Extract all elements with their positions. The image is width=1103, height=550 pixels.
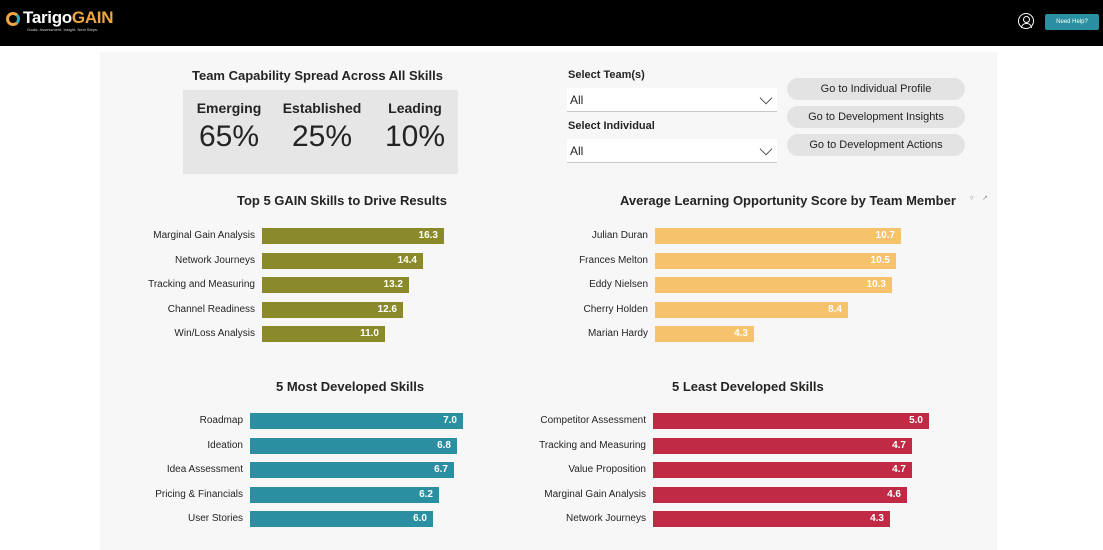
filter-icon[interactable]: ▿ — [970, 195, 974, 202]
capability-title: Team Capability Spread Across All Skills — [192, 68, 443, 83]
bar-label: Ideation — [207, 439, 243, 451]
team-select-value: All — [570, 93, 584, 107]
top-skills-bar[interactable] — [262, 326, 385, 342]
development-actions-button[interactable]: Go to Development Actions — [787, 134, 965, 156]
bar-value-label: 10.3 — [866, 279, 886, 290]
individual-profile-button[interactable]: Go to Individual Profile — [787, 78, 965, 100]
chart-title-most-developed: 5 Most Developed Skills — [276, 379, 425, 394]
least-developed-bar[interactable] — [653, 462, 912, 478]
top-skills-bar[interactable] — [262, 301, 403, 318]
bar-value-label: 6.8 — [437, 439, 451, 451]
bar-value-label: 12.6 — [377, 303, 397, 315]
bar-label: Network Journeys — [174, 254, 255, 266]
bar-label: Marginal Gain Analysis — [544, 488, 646, 500]
logo-tagline: Goals. Assessment. Insight. Next Steps. — [27, 27, 99, 32]
most-developed-bar[interactable] — [250, 511, 433, 527]
bar-value-label: 4.3 — [734, 328, 748, 339]
most-developed-bar[interactable] — [250, 486, 439, 503]
bar-label: Julian Duran — [591, 230, 648, 241]
capability-emerging: Emerging 65% — [196, 100, 262, 153]
bar-value-label: 5.0 — [909, 415, 923, 426]
logo-text: TarigoGAIN — [23, 8, 114, 27]
least-developed-bar[interactable] — [653, 511, 890, 527]
most-developed-bar[interactable] — [250, 462, 454, 478]
most-developed-bar[interactable] — [250, 413, 463, 429]
bar-label: Channel Readiness — [167, 303, 255, 315]
bar-value-label: 4.3 — [870, 513, 884, 524]
focus-mode-icon[interactable]: ↗ — [982, 195, 988, 202]
learning-opportunity-bar[interactable] — [655, 277, 892, 293]
learning-opportunity-bar[interactable] — [655, 301, 848, 318]
chart-title-least-developed: 5 Least Developed Skills — [672, 379, 824, 394]
bar-value-label: 4.6 — [887, 488, 901, 500]
bar-value-label: 7.0 — [443, 415, 457, 426]
tarigo-logo[interactable]: TarigoGAIN — [6, 8, 114, 27]
bar-label: Competitor Assessment — [540, 415, 646, 426]
bar-label: Value Proposition — [568, 464, 646, 475]
team-select-label: Select Team(s) — [568, 69, 645, 81]
development-insights-button[interactable]: Go to Development Insights — [787, 106, 965, 128]
bar-value-label: 8.4 — [828, 303, 842, 315]
bar-label: Tracking and Measuring — [148, 279, 255, 290]
learning-opportunity-bar[interactable] — [655, 252, 896, 269]
individual-select-label: Select Individual — [568, 120, 655, 132]
bar-value-label: 10.5 — [870, 254, 890, 266]
bar-value-label: 14.4 — [397, 254, 417, 266]
most-developed-bar[interactable] — [250, 437, 457, 454]
bar-label: Eddy Nielsen — [589, 279, 648, 290]
bar-value-label: 13.2 — [383, 279, 403, 290]
team-select[interactable]: All — [567, 88, 777, 112]
top-skills-bar[interactable] — [262, 277, 409, 293]
bar-label: Win/Loss Analysis — [174, 328, 255, 339]
bar-value-label: 6.2 — [419, 488, 433, 500]
bar-label: Idea Assessment — [166, 464, 243, 475]
tarigo-logo-icon — [6, 12, 20, 26]
chart-title-top-skills: Top 5 GAIN Skills to Drive Results — [237, 193, 447, 208]
least-developed-bar[interactable] — [653, 486, 907, 503]
capability-established: Established 25% — [282, 100, 362, 153]
bar-label: Roadmap — [199, 415, 243, 426]
least-developed-bar[interactable] — [653, 437, 912, 454]
bar-value-label: 11.0 — [360, 328, 379, 339]
learning-opportunity-bar[interactable] — [655, 228, 901, 244]
bar-label: User Stories — [187, 513, 243, 524]
bar-label: Pricing & Financials — [155, 488, 243, 500]
least-developed-bar[interactable] — [653, 413, 929, 429]
bar-value-label: 4.7 — [892, 464, 906, 475]
chart-title-learning-opportunity: Average Learning Opportunity Score by Te… — [620, 193, 956, 208]
bar-label: Marian Hardy — [587, 328, 648, 339]
bar-value-label: 4.7 — [892, 439, 906, 451]
top-skills-bar[interactable] — [262, 228, 444, 244]
bar-value-label: 6.0 — [413, 513, 427, 524]
chevron-down-icon — [759, 91, 773, 105]
capability-leading: Leading 10% — [384, 100, 446, 153]
bar-label: Frances Melton — [579, 254, 648, 266]
user-account-icon[interactable] — [1018, 13, 1034, 29]
bar-label: Marginal Gain Analysis — [153, 230, 255, 241]
bar-value-label: 16.3 — [418, 230, 438, 241]
bar-label: Network Journeys — [565, 513, 646, 524]
chevron-down-icon — [759, 142, 773, 156]
need-help-button[interactable]: Need Help? — [1045, 14, 1099, 30]
bar-value-label: 6.7 — [434, 464, 448, 475]
individual-select[interactable]: All — [567, 139, 777, 163]
top-bar: TarigoGAIN Goals. Assessment. Insight. N… — [0, 0, 1103, 46]
individual-select-value: All — [570, 144, 584, 158]
top-skills-bar[interactable] — [262, 252, 423, 269]
bar-label: Tracking and Measuring — [539, 439, 646, 451]
learning-opportunity-bar[interactable] — [655, 326, 754, 342]
bar-label: Cherry Holden — [583, 303, 648, 315]
bar-value-label: 10.7 — [875, 230, 895, 241]
capability-card: Emerging 65% Established 25% Leading 10% — [183, 90, 458, 174]
